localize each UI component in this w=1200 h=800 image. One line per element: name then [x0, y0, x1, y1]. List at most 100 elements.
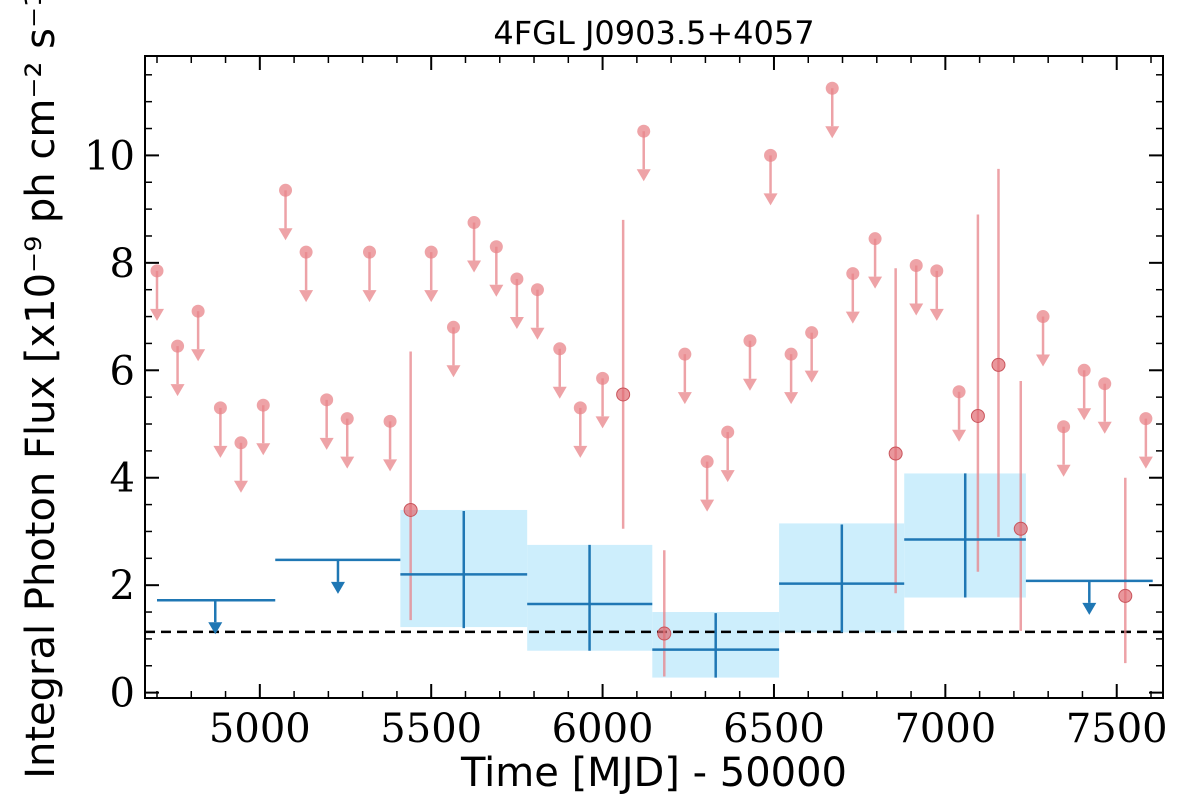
x-tick-label: 5500: [380, 706, 482, 752]
fine-bin-upper-limit-arrow: [595, 416, 610, 429]
coarse-bin-upper-limit-arrow: [1082, 602, 1097, 615]
fine-bin-upper-limit-arrow: [233, 480, 248, 493]
x-tick-label: 6000: [552, 706, 654, 752]
fine-bin-upper-limit-arrow: [1077, 408, 1092, 421]
fine-bin-upper-limit-point: [510, 272, 524, 286]
fine-bin-upper-limit-arrow: [677, 392, 692, 405]
fine-bin-upper-limit-point: [700, 455, 714, 469]
fine-bin-upper-limit-arrow: [170, 384, 185, 397]
fine-bin-upper-limit-arrow: [784, 392, 799, 405]
fine-bin-upper-limit-arrow: [530, 327, 545, 340]
fine-bin-point: [1118, 588, 1133, 603]
fine-bin-upper-limit-point: [743, 334, 757, 348]
fine-bin-upper-limit-arrow: [804, 370, 819, 383]
x-axis-label: Time [MJD] - 50000: [460, 750, 847, 796]
fine-bin-upper-limit-point: [446, 320, 460, 334]
plot-frame: [144, 55, 1164, 699]
fine-bin-upper-limit-point: [1077, 363, 1091, 377]
fine-bin-upper-limit-point: [825, 81, 839, 95]
fine-bin-upper-limit-point: [191, 304, 205, 318]
fine-bin-upper-limit-arrow: [278, 228, 293, 241]
fine-bin-upper-limit-arrow: [868, 276, 883, 289]
fine-bin-point: [403, 502, 418, 517]
fine-bin-upper-limit-arrow: [952, 429, 967, 442]
fine-bin-upper-limit-point: [805, 326, 819, 340]
fine-bin-upper-limit-arrow: [299, 290, 314, 303]
fine-bin-upper-limit-arrow: [1138, 456, 1153, 469]
fine-bin-upper-limit-point: [424, 245, 438, 259]
fine-bin-upper-limit-point: [909, 259, 923, 273]
fine-bin-point: [616, 387, 631, 402]
x-tick-label: 7500: [1066, 706, 1168, 752]
fine-bin-upper-limit-arrow: [929, 308, 944, 321]
fine-bin-point: [1013, 521, 1028, 536]
fine-bin-upper-limit-arrow: [742, 378, 757, 391]
x-tick-label: 7000: [894, 706, 996, 752]
fine-bin-upper-limit-arrow: [763, 193, 778, 206]
fine-bin-upper-limit-arrow: [191, 349, 206, 362]
fine-bin-upper-limit-arrow: [909, 303, 924, 316]
fine-bin-upper-limit-arrow: [720, 470, 735, 483]
fine-bin-point: [991, 357, 1006, 372]
fine-bin-point: [888, 446, 903, 461]
fine-bin-upper-limit-arrow: [340, 456, 355, 469]
fine-bin-upper-limit-point: [383, 414, 397, 428]
fine-bin-upper-limit-point: [952, 385, 966, 399]
chart-title: 4FGL J0903.5+4057: [493, 14, 814, 52]
plot-area: [145, 81, 1163, 678]
fine-bin-upper-limit-arrow: [509, 316, 524, 329]
fine-bin-upper-limit-point: [340, 412, 354, 426]
fine-bin-upper-limit-point: [764, 148, 778, 162]
fine-bin-upper-limit-arrow: [1097, 421, 1112, 434]
fine-bin-upper-limit-point: [1036, 310, 1050, 324]
fine-bin-upper-limit-arrow: [149, 308, 164, 321]
fine-bin-upper-limit-arrow: [424, 290, 439, 303]
fine-bin-upper-limit-arrow: [213, 445, 228, 458]
fine-bin-upper-limit-point: [1098, 377, 1112, 391]
fine-bin-point: [657, 626, 672, 641]
fine-bin-upper-limit-arrow: [700, 499, 715, 512]
fine-bin-upper-limit-arrow: [636, 169, 651, 182]
y-tick-label: 10: [84, 133, 135, 179]
fine-bin-upper-limit-point: [530, 283, 544, 297]
coarse-bin-upper-limit-arrow: [208, 622, 223, 635]
fine-bin-upper-limit-point: [637, 124, 651, 138]
fine-bin-upper-limit-point: [784, 347, 798, 361]
fine-bin-upper-limit-point: [467, 216, 481, 230]
fine-bin-upper-limit-arrow: [552, 386, 567, 399]
x-tick-label: 5000: [209, 706, 311, 752]
fine-bin-upper-limit-arrow: [573, 445, 588, 458]
fine-bin-upper-limit-point: [363, 245, 377, 259]
fine-bin-upper-limit-arrow: [845, 311, 860, 324]
fine-bin-upper-limit-point: [1139, 412, 1153, 426]
fine-bin-upper-limit-point: [573, 401, 587, 415]
fine-bin-upper-limit-arrow: [256, 443, 271, 456]
fine-bin-upper-limit-arrow: [383, 459, 398, 472]
fine-bin-upper-limit-point: [279, 183, 293, 197]
fine-bin-upper-limit-arrow: [319, 437, 334, 450]
y-tick-label: 6: [110, 348, 135, 394]
y-axis-label: Integral Photon Flux [x10⁻⁹ ph cm⁻² s⁻¹]: [18, 0, 64, 779]
fine-bin-upper-limit-arrow: [467, 260, 482, 273]
fine-bin-upper-limit-point: [256, 398, 270, 412]
fine-bin-upper-limit-point: [320, 393, 334, 407]
fine-bin-upper-limit-point: [678, 347, 692, 361]
coarse-bin-upper-limit-arrow: [330, 581, 345, 594]
y-tick-label: 0: [110, 671, 135, 717]
fine-bin-upper-limit-point: [234, 436, 248, 450]
fine-bin-upper-limit-point: [868, 232, 882, 246]
axis-ticks: 5000 5500 6000 6500 7000 7500 0 2 4 6 8 10: [84, 56, 1168, 752]
fine-bin-point: [970, 408, 985, 423]
fine-bin-upper-limit-point: [299, 245, 313, 259]
y-tick-label: 8: [110, 241, 135, 287]
y-tick-label: 2: [110, 563, 135, 609]
fine-bin-upper-limit-point: [930, 264, 944, 278]
fine-bin-upper-limit-arrow: [446, 365, 461, 378]
fine-bin-upper-limit-point: [846, 267, 860, 281]
fine-bin-upper-limit-point: [150, 264, 164, 278]
fine-bin-upper-limit-arrow: [489, 284, 504, 297]
x-tick-label: 6500: [723, 706, 825, 752]
fine-bin-upper-limit-point: [213, 401, 227, 415]
fine-bin-upper-limit-arrow: [1036, 354, 1051, 367]
